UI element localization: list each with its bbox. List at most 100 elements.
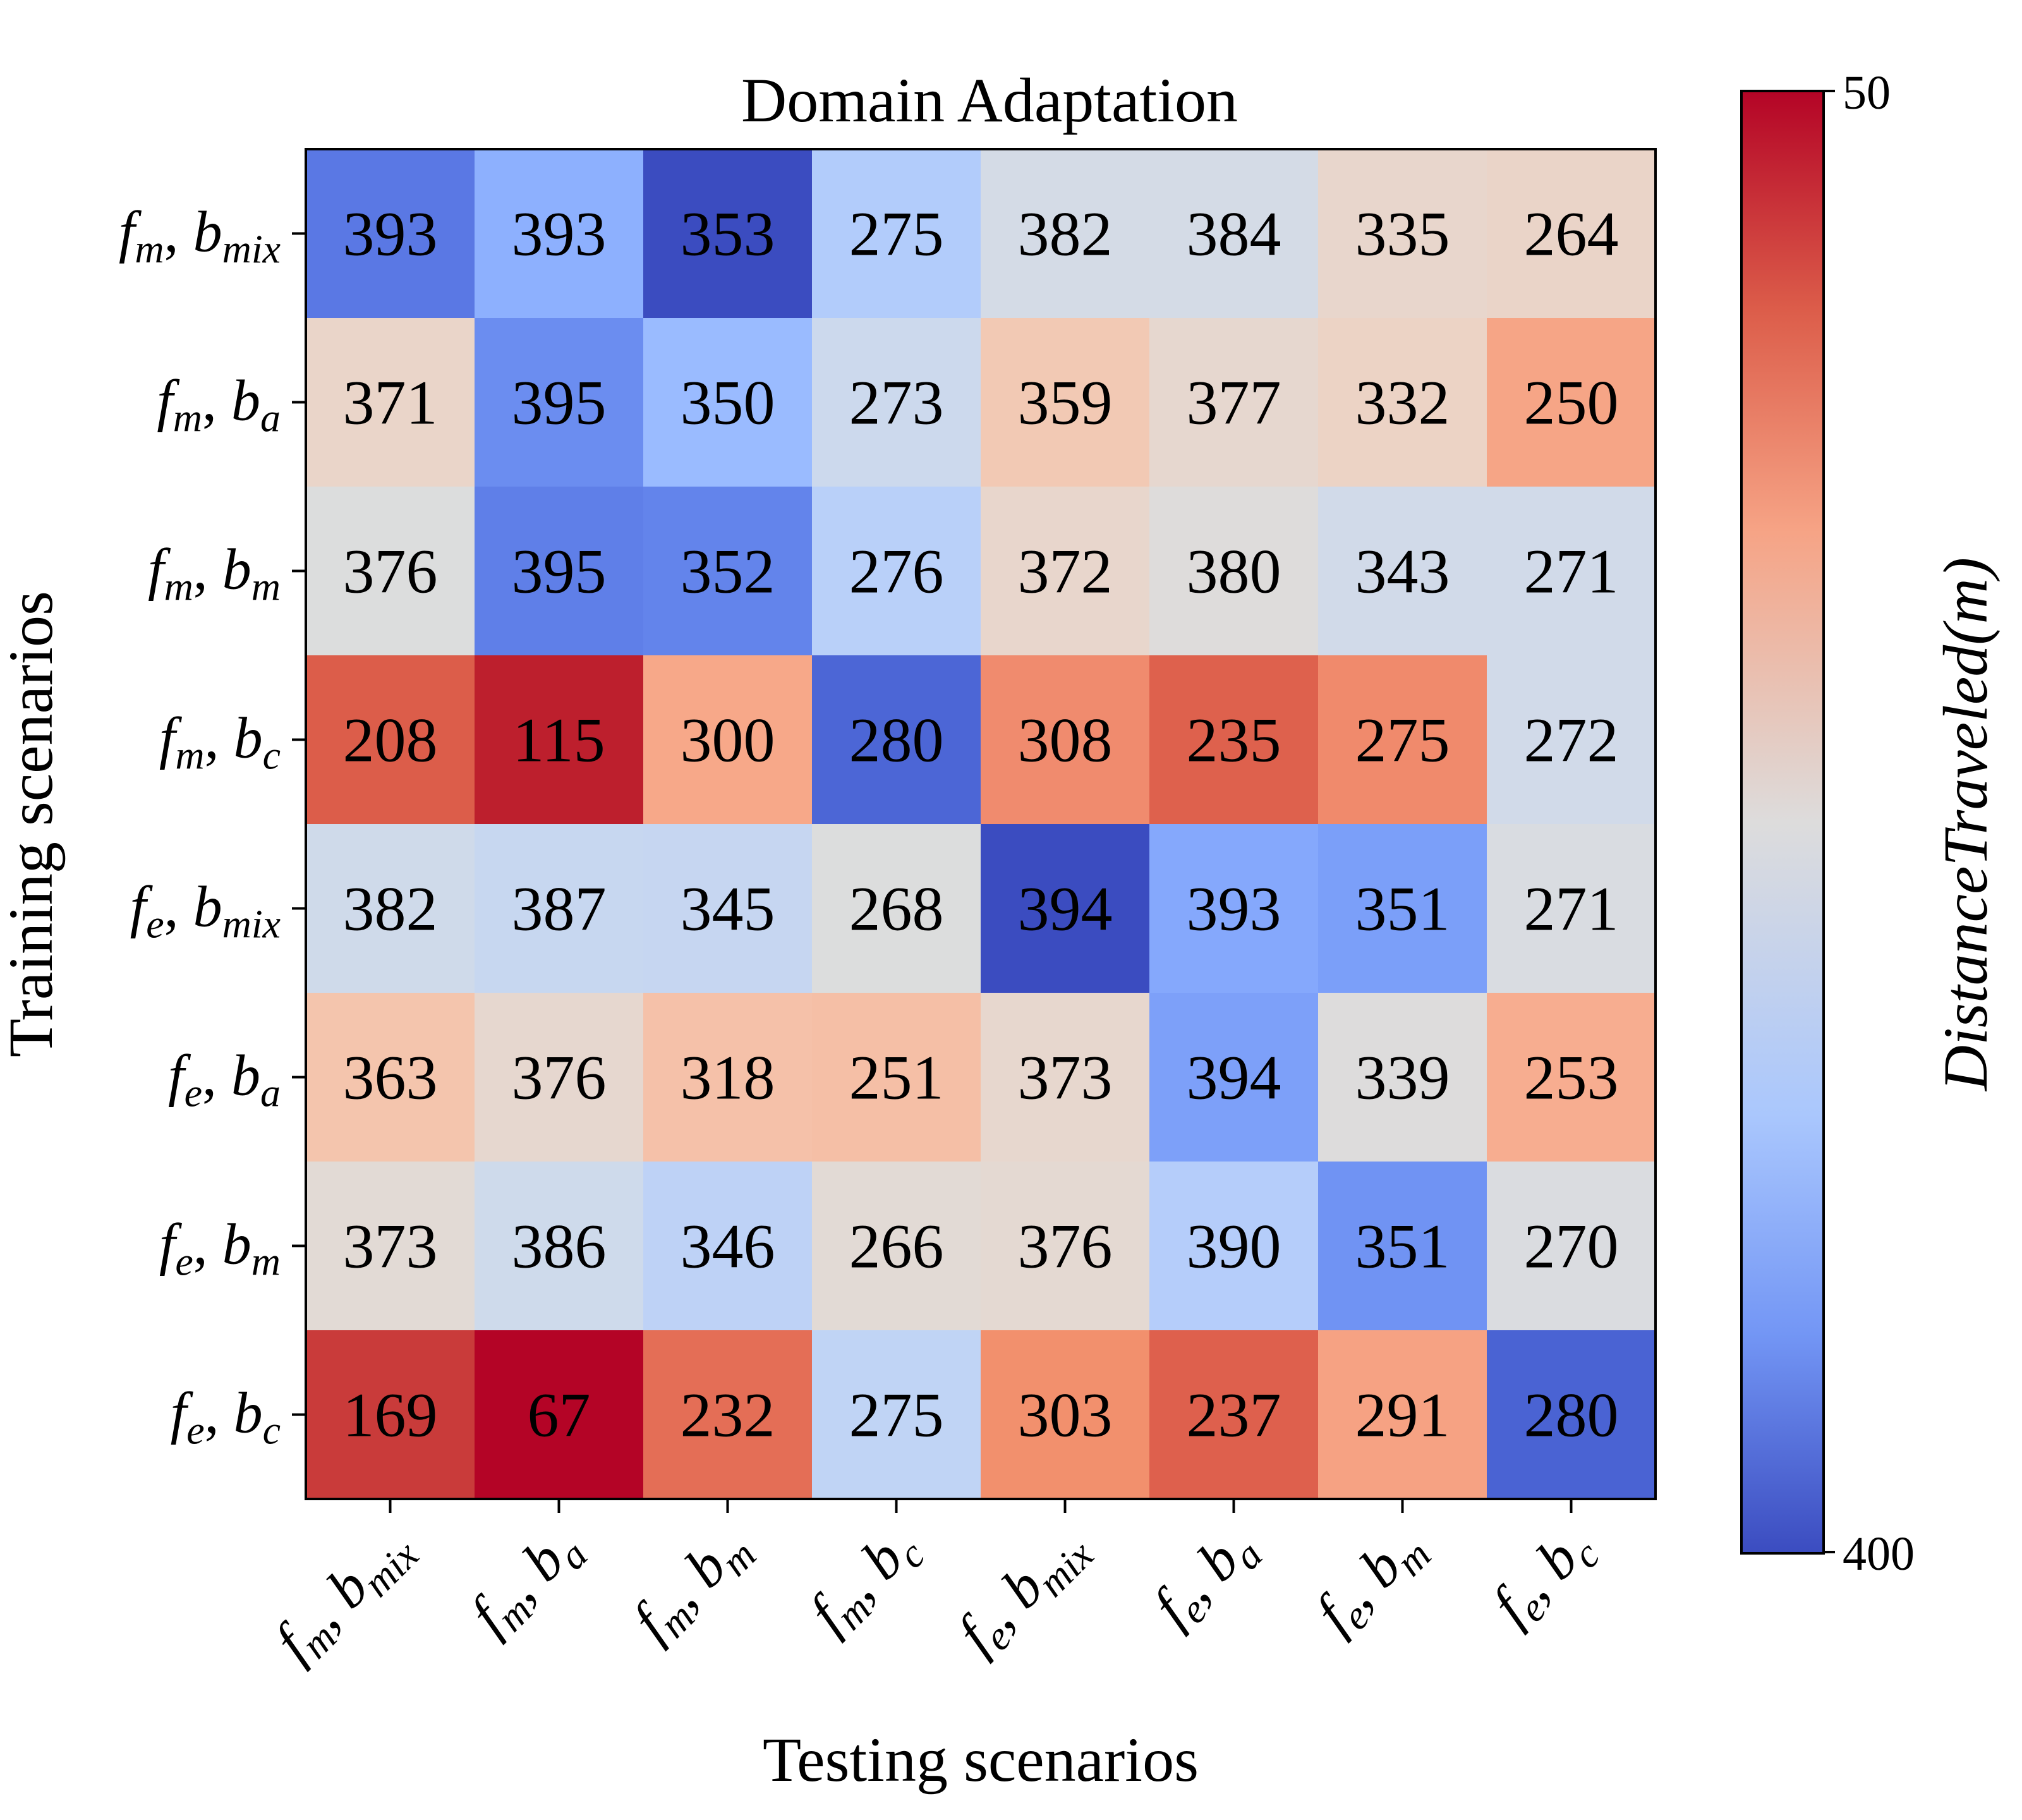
heatmap-cell [643,1162,813,1331]
cell-value-label: 390 [1187,1211,1281,1282]
cell-value-label: 382 [343,874,438,944]
heatmap-cell [306,824,475,993]
cell-value-label: 373 [343,1211,438,1282]
colorbar [1740,90,1825,1555]
colorbar-tick-label-bottom: 400 [1843,1527,1915,1580]
cell-value-label: 264 [1524,199,1619,269]
cell-value-label: 266 [849,1211,944,1282]
heatmap-cell [1149,655,1319,825]
cell-value-label: 373 [1018,1043,1113,1113]
cell-value-label: 270 [1524,1211,1619,1282]
cell-value-label: 251 [849,1043,944,1113]
heatmap-cells [306,149,1656,1500]
cell-value-label: 275 [849,199,944,269]
heatmap-cell [812,487,981,656]
y-tick-label: fm, bc [159,706,281,778]
cell-value-label: 351 [1355,874,1450,944]
heatmap-cell [306,318,475,487]
heatmap-cell [1149,1162,1319,1331]
x-tick-label: fm, bc [797,1513,934,1650]
x-tick-label: fe, ba [1141,1513,1271,1643]
heatmap-cell [812,149,981,318]
heatmap-cell [812,993,981,1162]
cell-value-label: 350 [681,368,775,438]
cell-value-label: 169 [343,1380,438,1450]
heatmap-cell [306,993,475,1162]
cell-value-label: 271 [1524,537,1619,607]
cell-value-label: 346 [681,1211,775,1282]
cell-value-label: 376 [512,1043,607,1113]
heatmap-cell [1318,149,1487,318]
y-tick-label: fe, ba [168,1043,281,1115]
y-tick-label: fm, bm [148,537,281,609]
cell-value-label: 237 [1187,1380,1281,1450]
heatmap-cell [1318,993,1487,1162]
cell-value-label: 394 [1018,874,1113,944]
cell-value-labels: 393 393 353 275 382 384 335 264 371 395 350 273 359 3… [343,199,1619,1450]
cell-value-label: 395 [512,368,607,438]
heatmap-cell [306,1162,475,1331]
heatmap-cell [1487,655,1656,825]
cell-value-label: 291 [1355,1380,1450,1450]
cell-value-label: 300 [681,705,775,775]
colorbar-label: DistanceTraveled(m) [1930,557,2001,1092]
cell-value-label: 275 [849,1380,944,1450]
heatmap-cell [981,1162,1150,1331]
heatmap-cell [1318,1330,1487,1500]
cell-value-label: 387 [512,874,607,944]
heatmap-cell [812,318,981,487]
heatmap-cell [981,318,1150,487]
heatmap-cell [643,149,813,318]
x-tick-label: fm, bm [620,1513,765,1658]
heatmap-cell [812,1162,981,1331]
heatmap-cell [643,1330,813,1500]
cell-value-label: 276 [849,537,944,607]
cell-value-label: 250 [1524,368,1619,438]
heatmap-cell [475,655,644,825]
heatmap-cell [1149,993,1319,1162]
cell-value-label: 395 [512,537,607,607]
heatmap-cell [306,149,475,318]
cell-value-label: 268 [849,874,944,944]
heatmap-cell [981,655,1150,825]
cell-value-label: 67 [528,1380,591,1450]
y-tick-label: fm, bmix [119,200,281,272]
heatmap-cell [1318,318,1487,487]
cell-value-label: 303 [1018,1380,1113,1450]
heatmap-cell [306,1330,475,1500]
cell-value-label: 393 [343,199,438,269]
y-tick-label: fe, bmix [130,875,281,947]
heatmap-cell [1487,1162,1656,1331]
cell-value-label: 275 [1355,705,1450,775]
heatmap-cell [475,1162,644,1331]
cell-value-label: 208 [343,705,438,775]
heatmap-cell [643,993,813,1162]
cell-value-label: 272 [1524,705,1619,775]
cell-value-label: 371 [343,368,438,438]
heatmap-cell [981,149,1150,318]
y-tick-label: fe, bm [159,1212,281,1284]
heatmap-cell [643,824,813,993]
x-tick-label: fm, bmix [262,1513,427,1678]
heatmap-cell [475,993,644,1162]
heatmap-cell [981,487,1150,656]
cell-value-label: 393 [1187,874,1281,944]
heatmap-cell [475,1330,644,1500]
heatmap-cell [812,1330,981,1500]
cell-value-label: 376 [343,537,438,607]
cell-value-label: 351 [1355,1211,1450,1282]
heatmap-cell [475,487,644,656]
cell-value-label: 359 [1018,368,1113,438]
cell-value-label: 363 [343,1043,438,1113]
plot-frame [305,148,1657,1500]
heatmap-cell [1487,1330,1656,1500]
x-tick-label: fm, ba [457,1513,596,1651]
heatmap-cell [1487,318,1656,487]
cell-value-label: 271 [1524,874,1619,944]
cell-value-label: 352 [681,537,775,607]
heatmap-cell [981,993,1150,1162]
heatmap-cell [1487,149,1656,318]
heatmap-cell [643,487,813,656]
heatmap-cell [475,318,644,487]
